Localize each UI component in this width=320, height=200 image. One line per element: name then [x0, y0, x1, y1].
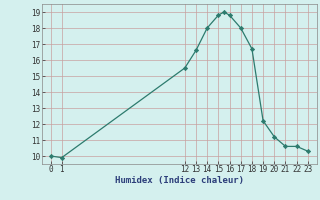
- X-axis label: Humidex (Indice chaleur): Humidex (Indice chaleur): [115, 176, 244, 185]
